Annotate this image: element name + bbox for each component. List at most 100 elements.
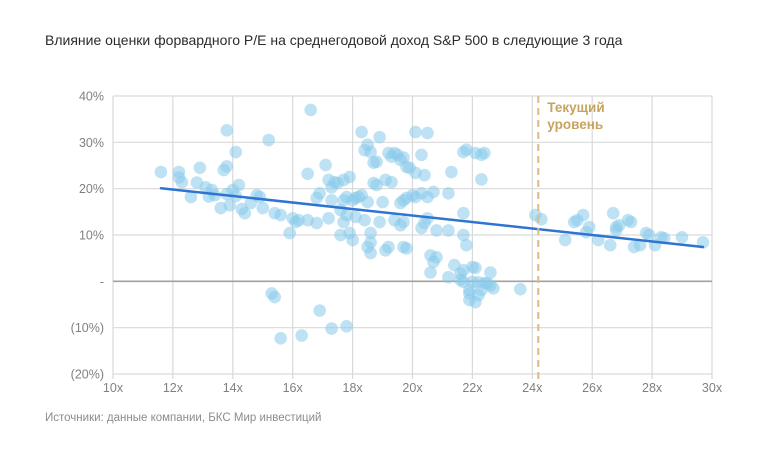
- data-point: [606, 206, 620, 220]
- data-point: [292, 213, 306, 227]
- data-point: [400, 242, 413, 255]
- data-point: [229, 145, 243, 159]
- data-point: [457, 228, 470, 242]
- data-point: [325, 194, 338, 207]
- current-level-label-line1: Текущий: [547, 100, 605, 115]
- x-tick-label: 22x: [462, 381, 483, 395]
- data-point: [343, 170, 356, 184]
- data-point: [268, 290, 282, 304]
- data-point: [262, 133, 276, 147]
- data-point: [376, 195, 389, 209]
- data-point: [424, 266, 437, 279]
- data-point: [487, 282, 500, 295]
- y-tick-label: (10%): [71, 321, 104, 335]
- data-point: [558, 233, 572, 247]
- x-tick-label: 14x: [223, 381, 244, 395]
- data-point: [675, 231, 689, 244]
- data-point: [313, 304, 327, 317]
- data-point: [193, 161, 207, 175]
- data-point: [223, 199, 237, 212]
- y-tick-label: 10%: [79, 229, 104, 243]
- data-point: [274, 208, 288, 222]
- data-point: [283, 226, 297, 240]
- data-point: [319, 158, 332, 172]
- data-point: [475, 173, 488, 186]
- data-point: [301, 167, 315, 181]
- scatter-points: [154, 103, 710, 345]
- data-point: [582, 220, 596, 234]
- data-point: [430, 224, 443, 237]
- data-point: [373, 215, 386, 229]
- data-point: [340, 320, 353, 333]
- data-point: [442, 270, 455, 284]
- data-point: [238, 206, 252, 220]
- data-point: [427, 185, 440, 199]
- data-point: [295, 329, 309, 342]
- y-axis-labels: 40% 30% 20% 10% - (10%) (20%): [71, 90, 104, 382]
- data-point: [442, 224, 455, 237]
- x-tick-label: 28x: [642, 381, 663, 395]
- data-point: [322, 212, 335, 225]
- source-note: Источники: данные компании, БКС Мир инве…: [45, 412, 322, 424]
- data-point: [364, 246, 377, 260]
- data-point: [603, 238, 617, 252]
- data-point: [370, 155, 383, 169]
- data-point: [220, 160, 234, 173]
- data-point: [274, 332, 288, 345]
- data-point: [364, 145, 377, 159]
- x-tick-label: 30x: [702, 381, 723, 395]
- x-tick-label: 16x: [283, 381, 304, 395]
- x-tick-label: 18x: [343, 381, 364, 395]
- data-point: [397, 215, 410, 229]
- data-point: [415, 148, 428, 162]
- data-point: [442, 187, 455, 200]
- x-axis-labels: 10x 12x 14x 16x 18x 20x 22x 24x 26x 28x 30x: [103, 381, 723, 395]
- data-point: [624, 215, 638, 229]
- y-tick-label: (20%): [71, 368, 104, 382]
- data-point: [642, 228, 656, 242]
- y-tick-label: 20%: [79, 182, 104, 196]
- current-level-label: Текущий уровень: [547, 99, 604, 133]
- data-point: [325, 322, 338, 335]
- data-point: [256, 201, 270, 215]
- data-point: [430, 250, 443, 264]
- x-tick-label: 10x: [103, 381, 124, 395]
- x-tick-label: 12x: [163, 381, 184, 395]
- data-point: [373, 130, 386, 144]
- data-point: [469, 261, 482, 275]
- x-tick-label: 24x: [522, 381, 543, 395]
- x-tick-label: 26x: [582, 381, 603, 395]
- data-point: [253, 190, 267, 204]
- data-point: [358, 213, 371, 227]
- y-tick-label: 30%: [79, 136, 104, 150]
- data-point: [346, 233, 359, 247]
- data-point: [232, 178, 246, 192]
- data-point: [355, 125, 368, 139]
- data-point: [310, 216, 324, 230]
- data-point: [514, 282, 527, 296]
- data-point: [175, 175, 189, 189]
- data-point: [154, 165, 168, 179]
- data-point: [418, 168, 431, 182]
- data-point: [220, 124, 234, 137]
- y-tick-label: -: [100, 275, 104, 289]
- data-point: [313, 187, 327, 200]
- data-point: [382, 240, 395, 254]
- y-tick-label: 40%: [79, 90, 104, 104]
- data-point: [184, 190, 198, 204]
- data-point: [576, 208, 590, 222]
- data-point: [361, 195, 374, 209]
- data-point: [304, 103, 318, 117]
- data-point: [457, 206, 470, 220]
- data-point: [409, 125, 422, 139]
- data-point: [385, 175, 398, 189]
- data-point: [445, 165, 458, 179]
- trend-line: [159, 186, 705, 249]
- current-level-label-line2: уровень: [547, 117, 604, 132]
- data-point: [633, 238, 647, 252]
- chart-title: Влияние оценки форвардного P/E на средне…: [45, 32, 623, 48]
- data-point: [484, 266, 497, 279]
- x-tick-label: 20x: [402, 381, 423, 395]
